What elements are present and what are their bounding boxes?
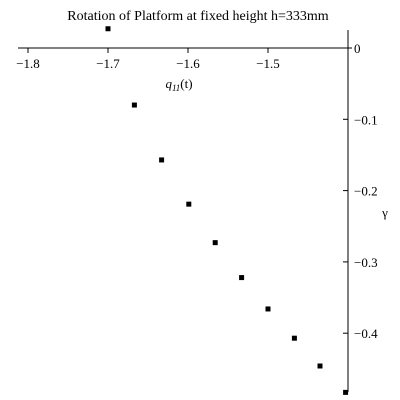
data-point	[186, 201, 192, 207]
y-tick-label: −0.2	[354, 184, 378, 199]
data-point	[317, 363, 323, 369]
data-point	[265, 306, 271, 312]
x-tick-label: −1.6	[176, 56, 200, 71]
axes	[18, 30, 352, 392]
y-tick-label: −0.1	[354, 112, 378, 127]
chart-title: Rotation of Platform at fixed height h=3…	[67, 9, 329, 24]
data-point	[212, 240, 218, 246]
data-points	[105, 26, 349, 395]
y-ticks: 0 −0.1 −0.2 −0.3 −0.4	[343, 41, 378, 341]
y-tick-label: 0	[354, 41, 361, 56]
x-tick-label: −1.5	[256, 56, 280, 71]
data-point	[291, 335, 297, 341]
y-tick-label: −0.4	[354, 326, 378, 341]
x-ticks: −1.8 −1.7 −1.6 −1.5	[16, 48, 280, 71]
x-tick-label: −1.7	[96, 56, 120, 71]
data-point	[159, 157, 165, 163]
y-axis-label: γ	[381, 205, 388, 220]
x-tick-label: −1.8	[16, 56, 40, 71]
data-point	[131, 102, 137, 108]
data-point	[239, 275, 245, 281]
x-axis-label: q11(t)	[165, 76, 192, 93]
data-point	[343, 389, 349, 395]
y-tick-label: −0.3	[354, 255, 378, 270]
data-point	[105, 26, 111, 32]
